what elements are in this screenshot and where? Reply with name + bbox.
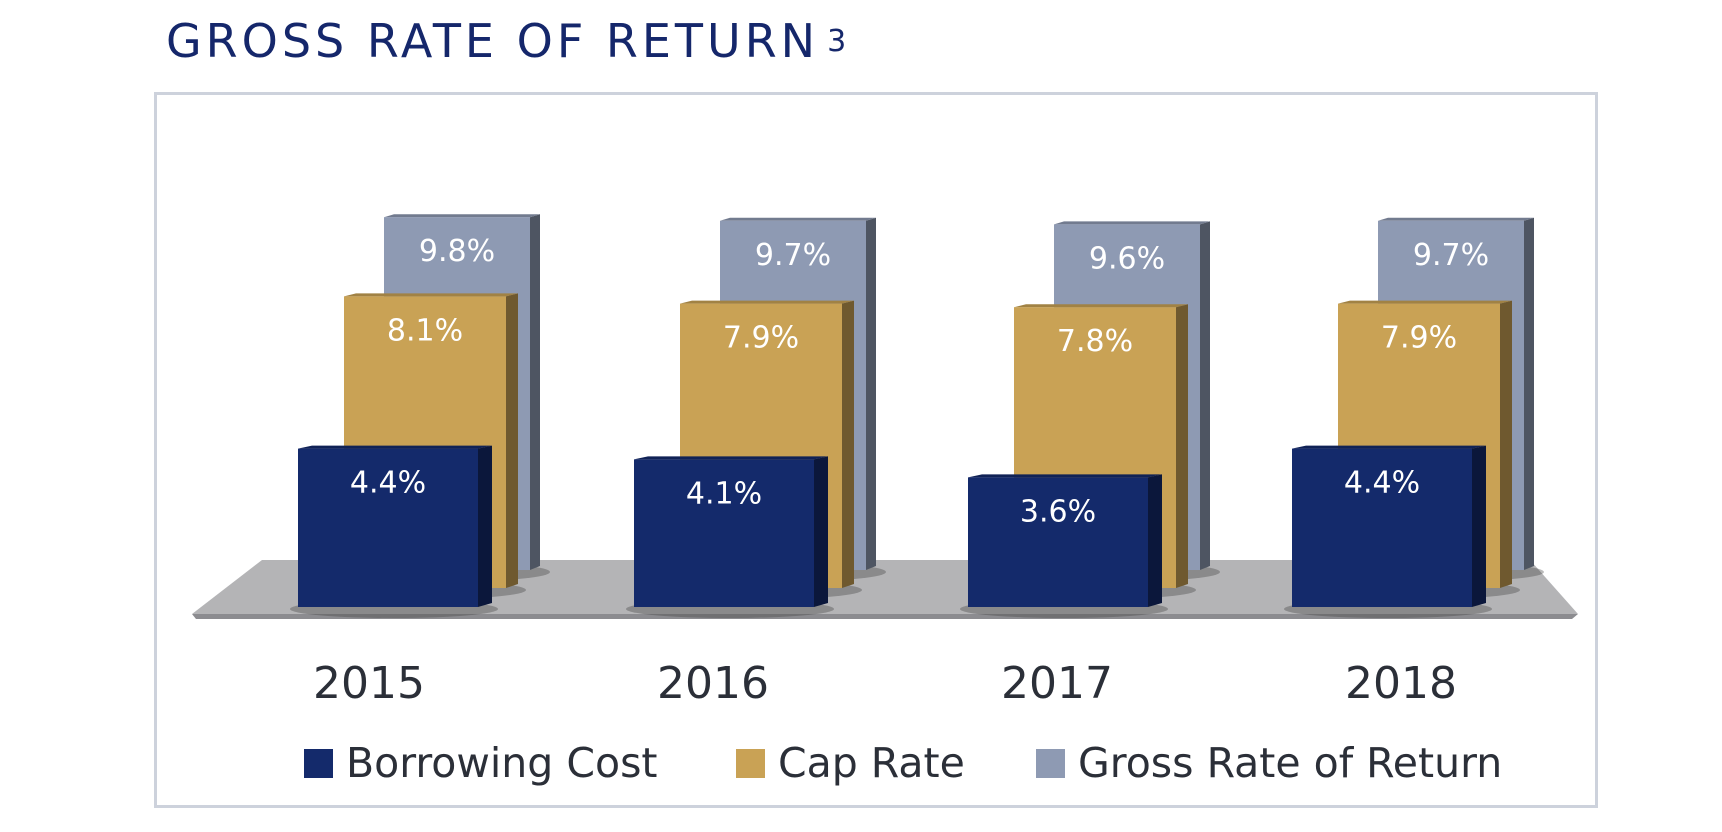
bar-value-label: 8.1% <box>387 313 463 348</box>
bar-top <box>384 214 540 218</box>
legend-swatch <box>736 749 765 778</box>
title-footnote: 3 <box>827 24 847 59</box>
bar-value-label: 9.8% <box>419 234 495 269</box>
legend-swatch <box>304 749 333 778</box>
chart-title-text: GROSS RATE OF RETURN <box>166 14 820 68</box>
bar-value-label: 7.8% <box>1057 324 1133 359</box>
bar-top <box>1014 304 1188 308</box>
bar <box>298 448 478 607</box>
bar-side <box>842 300 854 588</box>
legend: Borrowing Cost Cap Rate Gross Rate of Retu… <box>304 739 1502 787</box>
bar-side <box>1500 300 1512 588</box>
bar-top <box>1292 445 1486 449</box>
bar-top <box>1054 221 1210 225</box>
bar-top <box>680 300 854 304</box>
bar-top <box>298 445 492 449</box>
category-label: 2016 <box>657 658 769 709</box>
chart-title: GROSS RATE OF RETURN 3 <box>166 14 846 68</box>
category-label: 2015 <box>313 658 425 709</box>
bar-value-label: 4.4% <box>1344 466 1420 501</box>
bar-side <box>506 293 518 588</box>
category-labels-layer: 2015 2016 2017 2018 <box>313 658 1457 709</box>
bar-value-label: 9.7% <box>755 238 831 273</box>
bar-side <box>1176 304 1188 588</box>
bar-side <box>1200 221 1210 570</box>
bar-top <box>1338 300 1512 304</box>
bar <box>968 477 1148 607</box>
bar-side <box>478 445 492 607</box>
bar-top <box>720 217 876 221</box>
bar-side <box>866 217 876 571</box>
legend-label: Borrowing Cost <box>346 739 658 787</box>
bar-side <box>1524 217 1534 571</box>
category-label: 2018 <box>1345 658 1457 709</box>
bar-value-label: 9.6% <box>1089 241 1165 276</box>
legend-swatch <box>1036 749 1065 778</box>
bar-value-label: 4.4% <box>350 466 426 501</box>
bar-top <box>344 293 518 297</box>
bar-side <box>1472 445 1486 607</box>
bar-top <box>968 474 1162 478</box>
legend-label: Cap Rate <box>778 739 965 787</box>
bar-value-label: 7.9% <box>1381 321 1457 356</box>
chart-floor-layer <box>192 560 1578 619</box>
category-label: 2017 <box>1001 658 1113 709</box>
bar <box>1292 448 1472 607</box>
bar-value-label: 4.1% <box>686 476 762 511</box>
bar-side <box>530 214 540 570</box>
bar-value-label: 7.9% <box>723 321 799 356</box>
bar <box>634 459 814 607</box>
bar-side <box>1148 474 1162 607</box>
bar-side <box>814 456 828 607</box>
chart-floor-edge <box>192 614 1578 619</box>
bar-top <box>1378 217 1534 221</box>
chart-bars-layer: 9.8% 9.7% 9.6% 9.7% 8.1% 7.9% 7.8% 7.9% 4.4% 4.1%… <box>290 214 1544 618</box>
bar-value-label: 3.6% <box>1020 494 1096 529</box>
bar-value-label: 9.7% <box>1413 238 1489 273</box>
bar-top <box>634 456 828 460</box>
legend-label: Gross Rate of Return <box>1078 739 1502 787</box>
chart-floor <box>192 560 1578 614</box>
